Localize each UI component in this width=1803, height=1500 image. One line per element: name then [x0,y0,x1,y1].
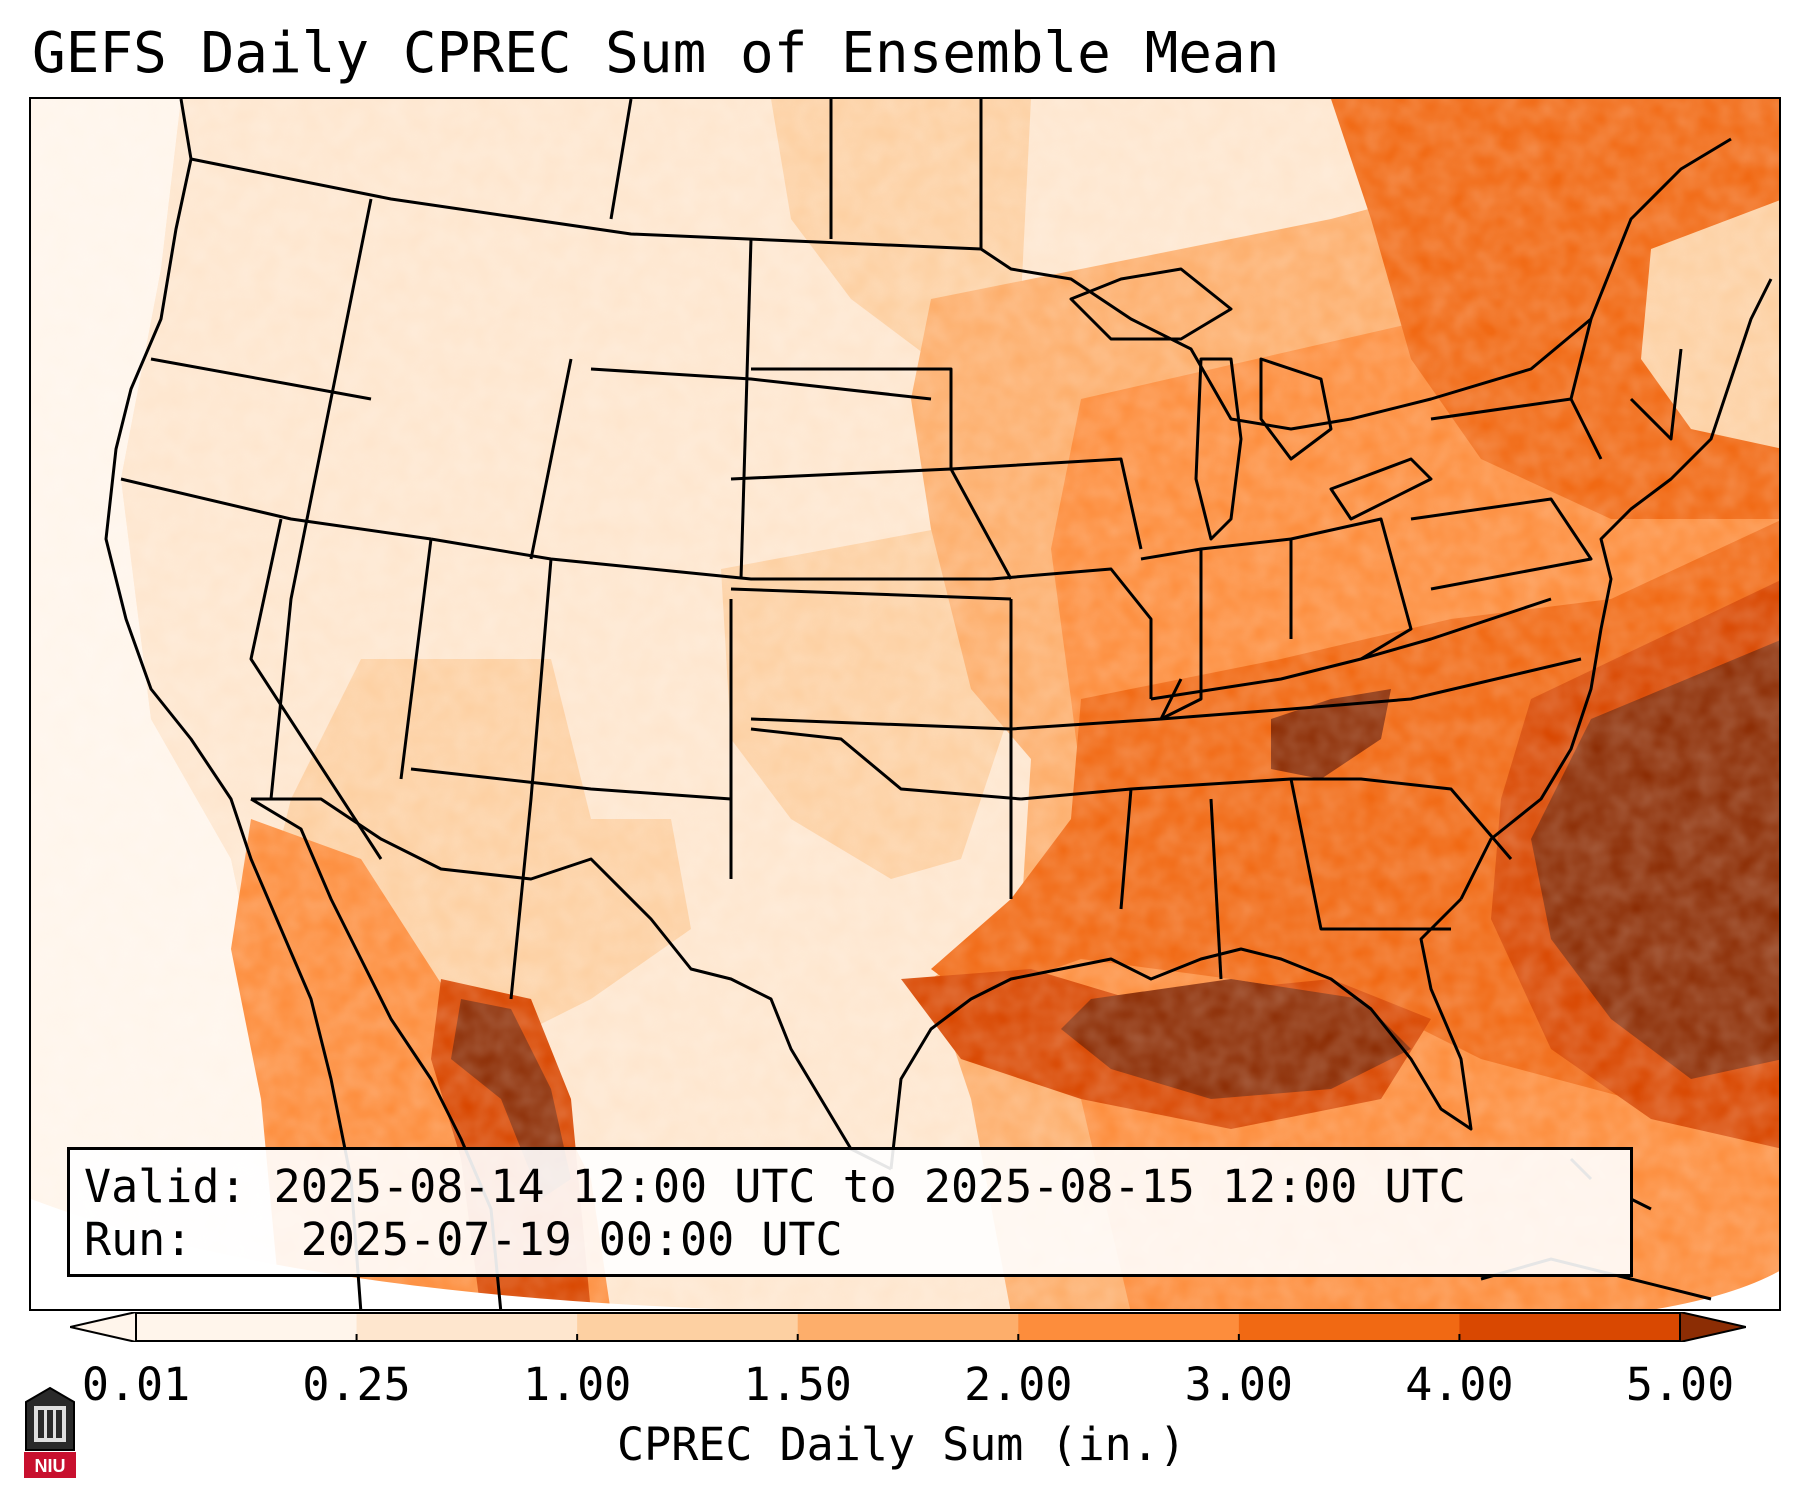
colorbar-segment [1459,1312,1681,1342]
valid-label: Valid: [84,1160,247,1213]
lake-huron [1259,357,1333,461]
state-line [1150,597,1552,701]
state-line [269,198,373,800]
info-box: Valid: 2025-08-14 12:00 UTC to 2025-08-1… [67,1147,1633,1277]
state-line [1160,657,1582,721]
boundaries [104,99,1773,1309]
state-line [750,727,1022,801]
domain-corner-se [1656,1271,1779,1309]
colorbar-tick-label: 3.00 [1184,1358,1294,1411]
valid-value: 2025-08-14 12:00 UTC to 2025-08-15 12:00… [273,1160,1466,1213]
colorbar-tick-label: 0.25 [302,1358,411,1411]
lake-erie [1329,457,1433,521]
domain-corner-sw [31,1199,718,1309]
map-panel [29,97,1781,1311]
us-mexico-border [251,797,892,1171]
state-line [430,537,991,581]
colorbar-segment [1238,1312,1460,1342]
state-line [1629,348,1683,441]
colorbar-segment [136,1312,358,1342]
run-value: 2025-07-19 00:00 UTC [300,1213,843,1266]
state-line [990,567,1153,699]
colorbar-tick-label: 0.01 [81,1358,191,1411]
state-line [739,238,753,580]
state-line [1289,778,1451,931]
colorbar-tick-label: 1.00 [522,1358,632,1411]
colorbar-tick-label: 2.00 [964,1358,1073,1411]
west-coast [104,99,363,1309]
state-line [730,587,1012,601]
precip-map [31,99,1779,1309]
state-line [249,518,383,860]
gulf-coast [889,897,1473,1170]
colorbar-tick-label: 5.00 [1625,1358,1735,1411]
state-line [120,477,432,541]
colorbar [70,1312,1746,1342]
colorbar-label: CPREC Daily Sum (in.) [617,1418,1186,1471]
state-line [150,357,372,401]
state-line [1160,549,1203,721]
grid-texture [31,99,1779,1309]
state-line [1569,318,1593,400]
colorbar-tick-label: 4.00 [1405,1358,1514,1411]
state-line [1410,497,1593,591]
map-title: GEFS Daily CPREC Sum of Ensemble Mean [32,21,1280,86]
colorbar-segment [577,1312,799,1342]
colorbar-segment [1018,1312,1240,1342]
niu-logo: NIU [22,1386,78,1480]
state-line [590,367,932,401]
east-coast [1459,278,1773,900]
colorbar-outline [135,1312,1681,1342]
state-line [751,367,953,469]
state-line [950,457,1143,550]
state-line [529,358,573,560]
state-line [410,767,732,801]
lake-michigan [1194,357,1243,541]
colorbar-tick-label: 1.50 [743,1358,852,1411]
state-line [399,538,433,780]
state-line [1290,517,1413,661]
state-line [609,99,633,220]
logo-text: NIU [35,1456,66,1476]
colorbar-segment [797,1312,1019,1342]
state-line [1140,537,1293,639]
run-line: Run: 2025-07-19 00:00 UTC [84,1213,1616,1266]
run-label: Run: [84,1213,193,1266]
state-line [750,717,1012,731]
colorbar-svg [70,1312,1746,1342]
canada-border [190,137,1732,431]
colorbar-over-triangle [1679,1312,1746,1342]
lake-superior [1069,267,1233,341]
state-line [1209,798,1223,980]
valid-line: Valid: 2025-08-14 12:00 UTC to 2025-08-1… [84,1160,1616,1213]
colorbar-segment [356,1312,578,1342]
state-line [509,558,553,1000]
state-line [1130,777,1513,860]
colorbar-under-triangle [70,1312,137,1342]
